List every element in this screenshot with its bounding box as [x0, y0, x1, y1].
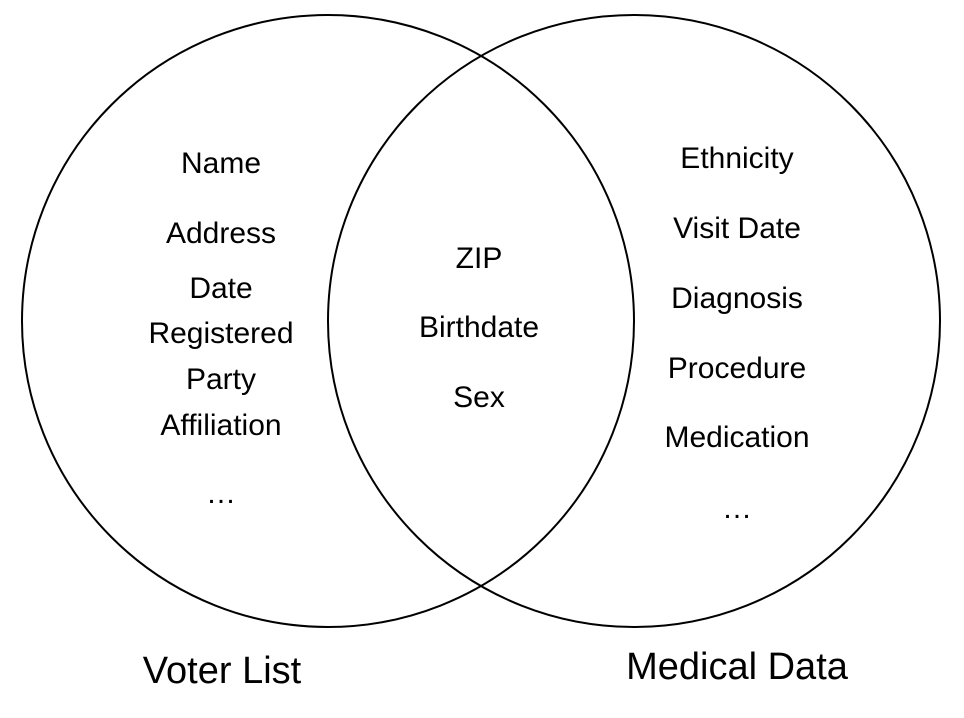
voter-item-registered: Registered	[148, 317, 294, 350]
overlap-item-zip: ZIP	[455, 242, 503, 275]
medical-item-visit-date: Visit Date	[673, 212, 801, 245]
voter-item-affiliation: Affiliation	[160, 409, 282, 442]
voter-item-ellipsis: …	[206, 477, 236, 510]
medical-item-diagnosis: Diagnosis	[671, 282, 803, 315]
voter-item-date: Date	[189, 272, 253, 305]
medical-item-ellipsis: …	[722, 492, 752, 525]
overlap-item-sex: Sex	[453, 381, 505, 414]
medical-item-medication: Medication	[664, 421, 810, 454]
medical-item-ethnicity: Ethnicity	[680, 142, 794, 175]
voter-item-address: Address	[165, 217, 277, 250]
voter-item-party: Party	[185, 363, 257, 396]
overlap-item-birthdate: Birthdate	[418, 311, 540, 344]
medical-item-procedure: Procedure	[667, 352, 807, 385]
medical-data-label: Medical Data	[626, 646, 848, 688]
medical-data-circle	[327, 14, 941, 628]
voter-list-label: Voter List	[142, 650, 302, 692]
voter-item-name: Name	[180, 147, 262, 180]
voter-list-circle	[21, 14, 635, 628]
